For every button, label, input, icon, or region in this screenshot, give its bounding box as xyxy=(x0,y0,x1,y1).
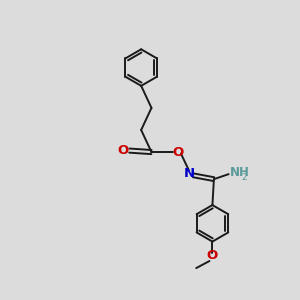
Text: NH: NH xyxy=(230,166,250,179)
Text: O: O xyxy=(117,144,128,157)
Text: N: N xyxy=(183,167,194,180)
Text: O: O xyxy=(207,249,218,262)
Text: O: O xyxy=(172,146,184,159)
Text: 2: 2 xyxy=(241,172,247,182)
